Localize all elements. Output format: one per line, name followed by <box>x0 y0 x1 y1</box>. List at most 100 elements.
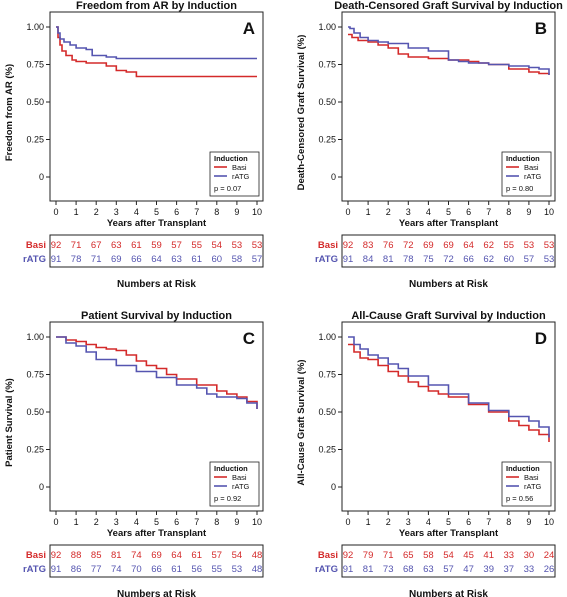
legend-box <box>209 461 260 507</box>
risk-value: 33 <box>504 550 515 561</box>
risk-value: 72 <box>403 240 414 251</box>
risk-table-frame <box>49 544 264 578</box>
risk-value: 69 <box>443 240 454 251</box>
risk-value: 74 <box>111 564 122 575</box>
legend-pvalue: p = 0.92 <box>214 494 241 503</box>
risk-row-label: Basi <box>26 550 46 561</box>
risk-value: 53 <box>232 564 243 575</box>
legend-item-label: Basi <box>232 473 247 482</box>
risk-value: 24 <box>544 550 555 561</box>
y-tick-label: 0.25 <box>318 135 336 145</box>
legend-item-label: rATG <box>524 172 542 181</box>
risk-value: 53 <box>544 254 555 265</box>
risk-value: 81 <box>111 550 122 561</box>
panel-letter: A <box>243 19 255 38</box>
risk-value: 69 <box>151 550 162 561</box>
panel-letter: B <box>535 19 547 38</box>
risk-value: 63 <box>171 254 182 265</box>
x-axis-label: Years after Transplant <box>399 218 499 229</box>
risk-value: 61 <box>191 550 202 561</box>
legend-pvalue: p = 0.07 <box>214 184 241 193</box>
series-line-basi <box>56 26 257 78</box>
risk-value: 58 <box>232 254 243 265</box>
x-tick-label: 5 <box>446 207 451 217</box>
risk-value: 62 <box>483 240 494 251</box>
y-axis-label: Death-Censored Graft Survival (%) <box>296 35 307 191</box>
risk-table-frame <box>341 234 556 268</box>
legend-title: Induction <box>506 154 540 163</box>
risk-row-label: Basi <box>26 240 46 251</box>
x-tick-label: 4 <box>426 207 431 217</box>
risk-value: 41 <box>483 550 494 561</box>
x-tick-label: 7 <box>194 207 199 217</box>
y-tick-label: 1.00 <box>318 332 336 342</box>
y-tick-label: 0.75 <box>318 60 336 70</box>
x-tick-label: 1 <box>366 207 371 217</box>
risk-value: 47 <box>463 564 474 575</box>
risk-value: 60 <box>504 254 515 265</box>
x-tick-label: 10 <box>252 517 262 527</box>
risk-value: 91 <box>343 564 354 575</box>
legend-box <box>209 151 260 197</box>
panel-b: Death-Censored Graft Survival by Inducti… <box>296 0 563 290</box>
risk-value: 57 <box>252 254 263 265</box>
risk-value: 55 <box>191 240 202 251</box>
legend-title: Induction <box>214 154 248 163</box>
x-tick-label: 10 <box>544 207 554 217</box>
x-tick-label: 4 <box>426 517 431 527</box>
panel-c: Patient Survival by Induction C 0 0.25 0.50 0… <box>4 310 264 597</box>
y-tick-label: 1.00 <box>26 332 44 342</box>
risk-value: 85 <box>91 550 102 561</box>
y-tick-label: 1.00 <box>26 22 44 32</box>
panel-d: All-Cause Graft Survival by Induction D 0 0… <box>296 310 556 597</box>
risk-value: 57 <box>524 254 535 265</box>
x-tick-label: 10 <box>544 517 554 527</box>
x-tick-label: 1 <box>74 207 79 217</box>
risk-table-frame <box>341 544 556 578</box>
risk-value: 53 <box>544 240 555 251</box>
risk-table-title: Numbers at Risk <box>409 589 488 597</box>
y-tick-label: 0.50 <box>26 407 44 417</box>
risk-value: 69 <box>423 240 434 251</box>
x-tick-label: 3 <box>114 517 119 527</box>
risk-value: 63 <box>111 240 122 251</box>
risk-value: 53 <box>252 240 263 251</box>
risk-row-label: rATG <box>315 564 338 575</box>
x-tick-label: 10 <box>252 207 262 217</box>
x-tick-label: 3 <box>114 207 119 217</box>
x-tick-label: 5 <box>154 207 159 217</box>
risk-value: 58 <box>423 550 434 561</box>
x-tick-label: 0 <box>345 207 350 217</box>
risk-value: 55 <box>212 564 223 575</box>
x-tick-label: 3 <box>406 207 411 217</box>
risk-value: 33 <box>524 564 535 575</box>
y-tick-label: 0.50 <box>318 97 336 107</box>
x-tick-label: 2 <box>94 517 99 527</box>
legend-item-label: rATG <box>232 172 250 181</box>
y-tick-label: 0 <box>331 172 336 182</box>
risk-value: 64 <box>151 254 162 265</box>
panel-title: Patient Survival by Induction <box>81 310 232 322</box>
risk-value: 57 <box>171 240 182 251</box>
risk-value: 30 <box>524 550 535 561</box>
legend-item-label: Basi <box>524 473 539 482</box>
series-line-ratg <box>348 336 550 438</box>
risk-value: 65 <box>403 550 414 561</box>
risk-value: 61 <box>131 240 142 251</box>
risk-value: 73 <box>383 564 394 575</box>
risk-row-label: rATG <box>23 564 46 575</box>
risk-value: 83 <box>363 240 374 251</box>
risk-value: 71 <box>71 240 82 251</box>
series-line-basi <box>348 343 550 442</box>
legend-box <box>501 151 552 197</box>
risk-value: 63 <box>423 564 434 575</box>
risk-row-label: Basi <box>318 550 338 561</box>
risk-row-label: rATG <box>315 254 338 265</box>
x-tick-label: 9 <box>526 517 531 527</box>
risk-value: 68 <box>403 564 414 575</box>
panel-letter: C <box>243 329 255 348</box>
x-tick-label: 2 <box>386 517 391 527</box>
y-tick-label: 0.75 <box>26 370 44 380</box>
risk-value: 54 <box>212 240 223 251</box>
risk-value: 69 <box>111 254 122 265</box>
